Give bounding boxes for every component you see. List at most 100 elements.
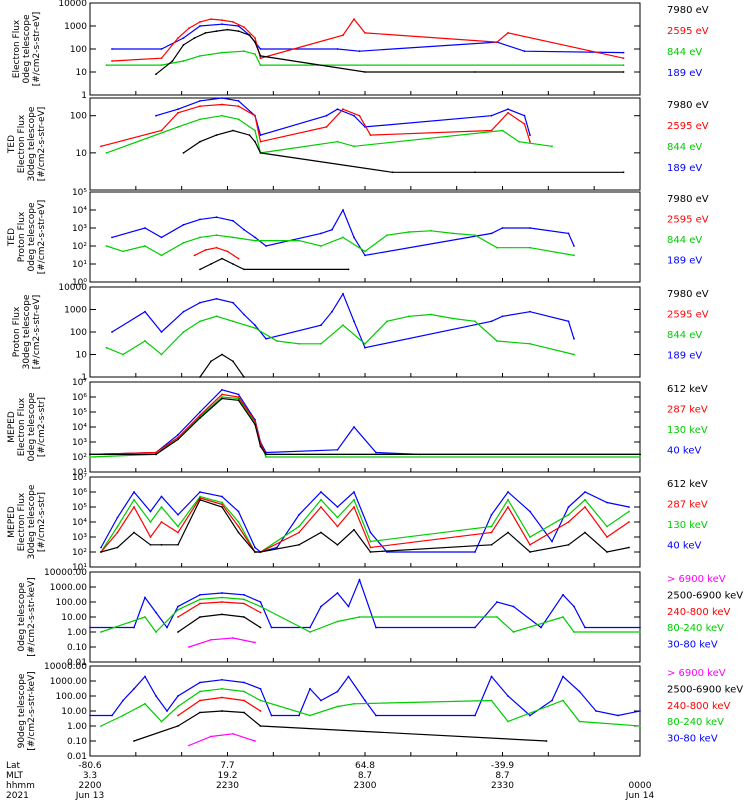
data-point [237, 118, 240, 121]
y-axis-label: [#/cm2-s-str-keV] [27, 671, 37, 750]
data-point [199, 497, 201, 499]
data-point [243, 690, 245, 693]
data-point [474, 171, 476, 174]
data-point [221, 23, 223, 26]
data-point [237, 399, 240, 402]
data-point [573, 605, 575, 608]
data-point [584, 498, 586, 501]
y-axis-label: 30deg telescope [27, 106, 37, 181]
y-tick-label: 10⁷ [72, 473, 87, 483]
data-point [237, 531, 240, 534]
series-line-4 [188, 637, 256, 648]
data-point [133, 506, 135, 508]
footer-value: 2330 [491, 781, 514, 791]
data-point [243, 26, 245, 28]
data-point [364, 699, 366, 702]
data-point [584, 491, 586, 493]
y-tick-label: 10 [76, 68, 88, 78]
data-point [529, 140, 531, 143]
data-point [529, 510, 531, 513]
data-point [551, 699, 553, 702]
data-point [336, 506, 339, 508]
data-point [243, 268, 245, 271]
data-point [578, 720, 581, 723]
data-point [243, 50, 245, 53]
data-point [259, 152, 262, 154]
data-point [215, 216, 218, 219]
data-point [617, 714, 619, 717]
data-point [320, 605, 322, 608]
data-point [243, 598, 245, 601]
data-point [309, 631, 311, 633]
data-point [259, 699, 262, 702]
data-point [265, 337, 267, 340]
data-point [331, 310, 333, 313]
data-point [298, 513, 300, 516]
y-tick-label: 10⁵ [72, 408, 87, 418]
data-point [243, 711, 245, 714]
data-point [639, 453, 641, 456]
data-point [298, 239, 300, 242]
data-point [320, 324, 322, 327]
data-point [221, 388, 223, 391]
y-tick-label: 100 [70, 112, 87, 122]
data-point [199, 498, 201, 501]
data-point [199, 21, 201, 23]
data-point [166, 626, 168, 629]
panel-frame [89, 381, 641, 473]
data-point [298, 525, 300, 528]
panel-frame [89, 191, 641, 283]
data-point [199, 491, 201, 493]
data-point [375, 626, 377, 629]
data-point [551, 145, 553, 148]
data-point [254, 129, 256, 132]
data-point [199, 100, 201, 102]
data-point [259, 601, 262, 603]
series-line-2 [106, 50, 624, 66]
footer-row-label: hhmm [6, 781, 35, 791]
data-point [221, 596, 223, 599]
data-point [199, 616, 201, 618]
data-point [193, 254, 196, 257]
footer-value: 64.8 [355, 761, 375, 771]
y-axis-label: [#/cm2-s-str] [37, 492, 47, 552]
data-point [369, 546, 372, 549]
data-point [567, 521, 570, 523]
y-tick-label: 10¹ [72, 260, 87, 270]
y-tick-label: 100.00 [56, 598, 88, 608]
data-point [595, 710, 597, 712]
legend-entry: 80-240 keV [667, 717, 724, 728]
data-point [133, 531, 135, 534]
data-point [160, 48, 163, 50]
data-point [221, 353, 223, 356]
data-point [567, 513, 570, 516]
data-point [215, 315, 218, 318]
data-point [248, 34, 251, 37]
data-point [353, 506, 355, 508]
data-point [523, 50, 526, 53]
data-point [336, 140, 339, 143]
data-point [160, 331, 163, 333]
data-point [490, 232, 493, 235]
data-point [149, 543, 152, 546]
series-line-0 [90, 675, 641, 717]
data-point [496, 340, 498, 342]
data-point [369, 531, 372, 534]
data-point [336, 448, 339, 451]
data-point [391, 171, 394, 174]
series-line-3 [90, 397, 640, 455]
data-point [144, 310, 146, 313]
data-point [364, 342, 366, 345]
data-point [177, 37, 179, 39]
data-point [221, 19, 223, 21]
footer-value: 3.3 [83, 771, 97, 781]
data-point [276, 239, 278, 242]
data-point [529, 536, 531, 538]
y-axis-label: 30deg telescope [27, 484, 37, 559]
y-tick-label: 100 [70, 45, 87, 55]
data-point [210, 18, 212, 20]
data-point [221, 397, 223, 400]
y-tick-label: 10000 [58, 0, 87, 9]
data-point [155, 453, 157, 456]
